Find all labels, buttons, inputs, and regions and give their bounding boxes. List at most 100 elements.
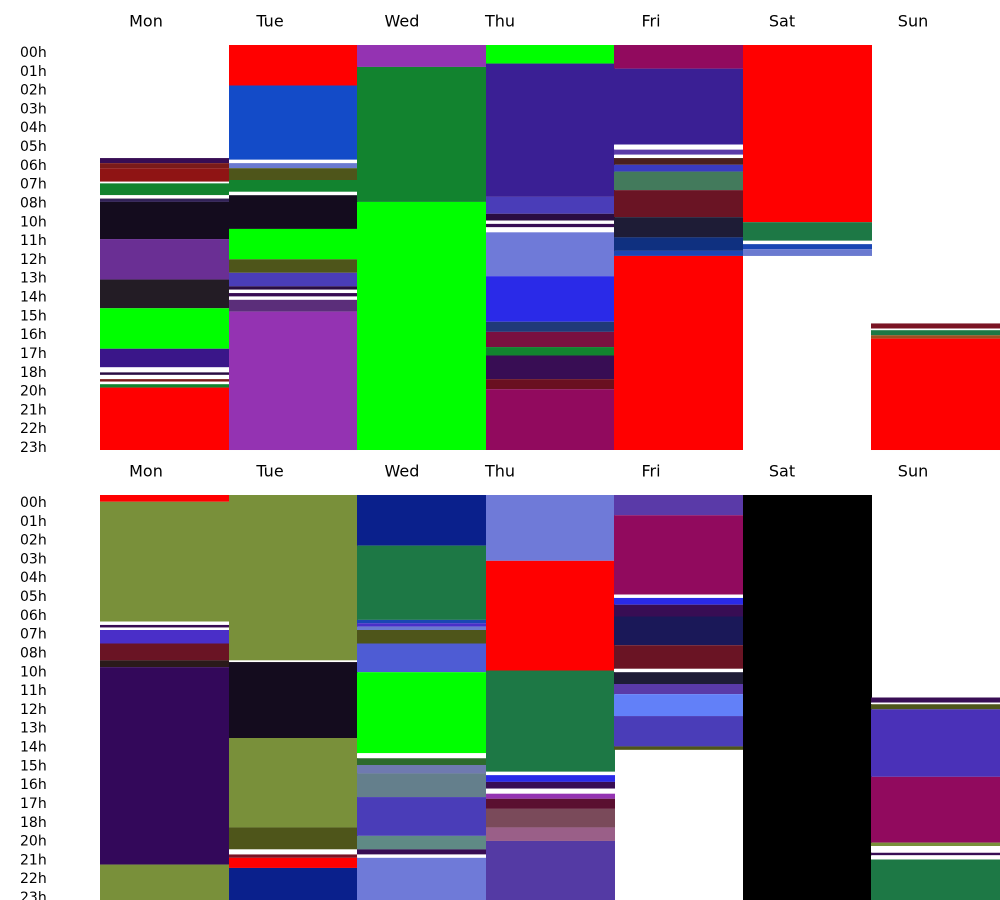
cell-mon-9	[100, 279, 229, 309]
cell-wed-10	[357, 765, 486, 774]
cell-fri-8	[614, 672, 743, 684]
cell-thu-3	[486, 213, 615, 221]
cell-wed-9	[357, 758, 486, 765]
cell-mon-12	[100, 367, 229, 373]
cell-mon-3	[100, 624, 229, 628]
hour-label-04h: 04h	[20, 120, 47, 136]
hour-label-17h: 17h	[20, 346, 47, 362]
cell-sun-4	[871, 338, 1000, 451]
cell-fri-6	[614, 164, 743, 172]
cell-wed-6	[357, 643, 486, 673]
cell-tue-13	[229, 293, 358, 297]
cell-tue-6	[229, 854, 358, 858]
hour-label-22h: 22h	[20, 871, 47, 887]
cell-sat-1	[743, 222, 872, 241]
cell-sat-3	[743, 244, 872, 250]
day-label-wed: Wed	[385, 12, 420, 31]
cell-thu-14	[486, 389, 615, 450]
cell-sun-8	[871, 855, 1000, 860]
cell-sun-1	[871, 702, 1000, 705]
hour-label-03h: 03h	[20, 551, 47, 567]
cell-mon-15	[100, 379, 229, 382]
cell-tue-3	[229, 738, 358, 828]
cell-fri-8	[614, 190, 743, 218]
cell-fri-4	[614, 604, 743, 617]
cell-wed-5	[357, 630, 486, 644]
cell-wed-14	[357, 849, 486, 855]
cell-thu-8	[486, 276, 615, 322]
cell-fri-9	[614, 684, 743, 695]
cell-wed-0	[357, 45, 486, 67]
cell-tue-7	[229, 857, 358, 868]
hour-label-00h: 00h	[20, 45, 47, 61]
hour-label-14h: 14h	[20, 290, 47, 306]
cell-mon-11	[100, 348, 229, 368]
heatmap-panel-1: Mon Tue Wed Thu Fri Sat Sun 00h 01h 02h 03h 04h 05h 0…	[20, 12, 1000, 456]
cell-sat-2	[743, 240, 872, 245]
hour-label-02h: 02h	[20, 83, 47, 99]
cell-tue-14	[229, 296, 358, 300]
cell-fri-10	[614, 694, 743, 717]
cell-thu-13	[486, 379, 615, 390]
cell-mon-7	[100, 660, 229, 668]
cell-tue-1	[229, 660, 358, 663]
cell-sat-4	[743, 249, 872, 256]
cell-fri-10	[614, 237, 743, 251]
hour-label-07h: 07h	[20, 177, 47, 193]
cell-sun-1	[871, 328, 1000, 331]
cell-tue-0	[229, 45, 358, 86]
cell-fri-9	[614, 217, 743, 238]
cell-mon-13	[100, 372, 229, 375]
cell-tue-0	[229, 495, 358, 661]
cell-wed-11	[357, 773, 486, 798]
hour-label-22h: 22h	[20, 421, 47, 437]
cell-sun-2	[871, 330, 1000, 336]
cell-mon-4	[100, 627, 229, 630]
cell-wed-4	[357, 626, 486, 631]
day-label-mon: Mon	[129, 462, 163, 481]
cell-sun-3	[871, 709, 1000, 777]
hour-label-01h: 01h	[20, 64, 47, 80]
cell-mon-5	[100, 195, 229, 199]
cell-sat-0	[743, 45, 872, 223]
cell-thu-12	[486, 355, 615, 380]
cell-fri-7	[614, 668, 743, 673]
cell-tue-1	[229, 85, 358, 160]
hour-label-00h: 00h	[20, 495, 47, 511]
hour-label-18h: 18h	[20, 815, 47, 831]
cell-mon-0	[100, 158, 229, 164]
cell-fri-2	[614, 594, 743, 598]
hour-label-06h: 06h	[20, 608, 47, 624]
cell-fri-3	[614, 149, 743, 155]
cell-fri-0	[614, 495, 743, 516]
cell-tue-12	[229, 289, 358, 294]
hour-label-15h: 15h	[20, 758, 47, 774]
cell-mon-10	[100, 308, 229, 349]
cell-thu-1	[486, 560, 615, 671]
cell-thu-1	[486, 63, 615, 197]
cell-tue-2	[229, 662, 358, 738]
cell-thu-5	[486, 781, 615, 789]
hour-label-18h: 18h	[20, 365, 47, 381]
cell-thu-2	[486, 670, 615, 772]
cell-fri-6	[614, 645, 743, 669]
cell-fri-11	[614, 716, 743, 747]
hour-label-15h: 15h	[20, 308, 47, 324]
cell-fri-1	[614, 515, 743, 595]
hour-label-14h: 14h	[20, 740, 47, 756]
cell-mon-0	[100, 495, 229, 502]
hour-label-11h: 11h	[20, 683, 47, 699]
cell-mon-8	[100, 239, 229, 280]
cell-tue-11	[229, 286, 358, 290]
hour-label-06h: 06h	[20, 158, 47, 174]
cell-thu-9	[486, 808, 615, 828]
cell-thu-10	[486, 331, 615, 348]
cell-fri-12	[614, 255, 743, 450]
cell-thu-8	[486, 798, 615, 809]
cell-tue-16	[229, 311, 358, 451]
cell-mon-5	[100, 630, 229, 644]
cell-tue-9	[229, 259, 358, 273]
cell-tue-10	[229, 272, 358, 287]
cell-mon-2	[100, 168, 229, 182]
